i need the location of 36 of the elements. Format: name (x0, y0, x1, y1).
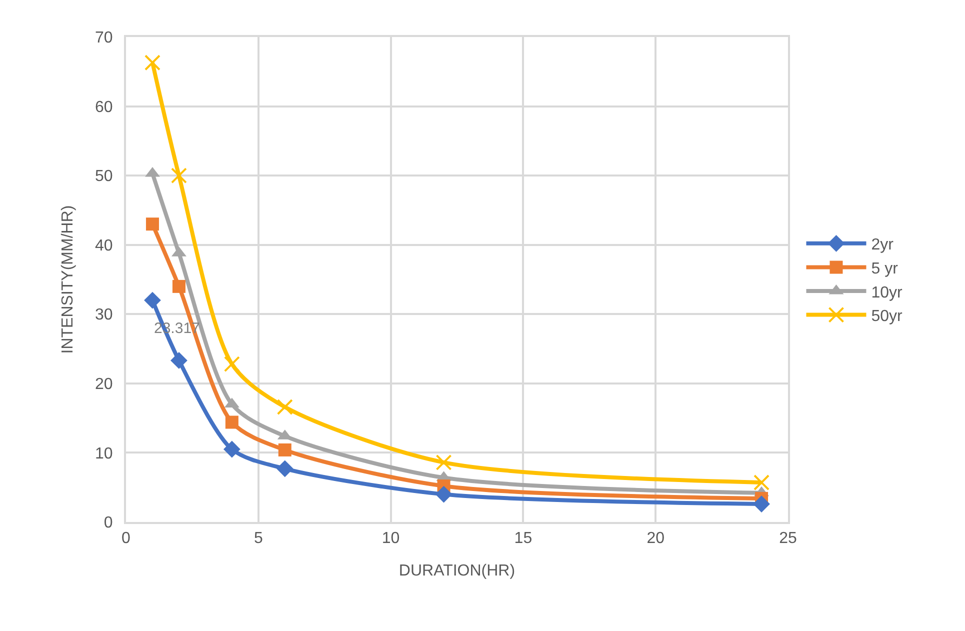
x-tick-label: 15 (514, 530, 532, 548)
y-tick-label: 30 (95, 306, 113, 324)
y-axis-title: INTENSITY(MM/HR) (59, 205, 76, 354)
point (172, 280, 186, 293)
y-tick-label: 50 (95, 168, 113, 186)
point (170, 352, 188, 369)
x-tick-label: 25 (779, 530, 797, 548)
point (276, 460, 294, 478)
point (276, 398, 293, 415)
legend-label: 2yr (871, 236, 894, 254)
point (436, 454, 452, 470)
y-tick-label: 10 (95, 445, 113, 462)
point (144, 292, 161, 309)
point (144, 54, 160, 71)
point (754, 474, 770, 491)
y-tick-label: 60 (95, 98, 113, 116)
point (223, 440, 240, 458)
y-tick-label: 70 (95, 30, 113, 47)
x-tick-label: 5 (254, 530, 263, 548)
x-tick-label: 0 (122, 530, 131, 548)
y-tick-label: 0 (104, 514, 113, 532)
y-tick-label: 40 (95, 237, 113, 254)
x-tick-label: 10 (382, 530, 400, 548)
point (753, 496, 770, 512)
point (146, 218, 159, 231)
point (278, 443, 292, 456)
legend-label: 5 yr (871, 260, 899, 278)
point (170, 168, 187, 184)
x-tick-label: 20 (646, 530, 665, 548)
point (224, 356, 240, 372)
y-tick-label: 20 (95, 376, 113, 394)
legend-label: 10yr (871, 284, 904, 302)
point (435, 486, 452, 503)
legend-label: 50yr (871, 308, 904, 326)
x-axis-title: DURATION(HR) (398, 562, 516, 580)
point (225, 416, 238, 429)
